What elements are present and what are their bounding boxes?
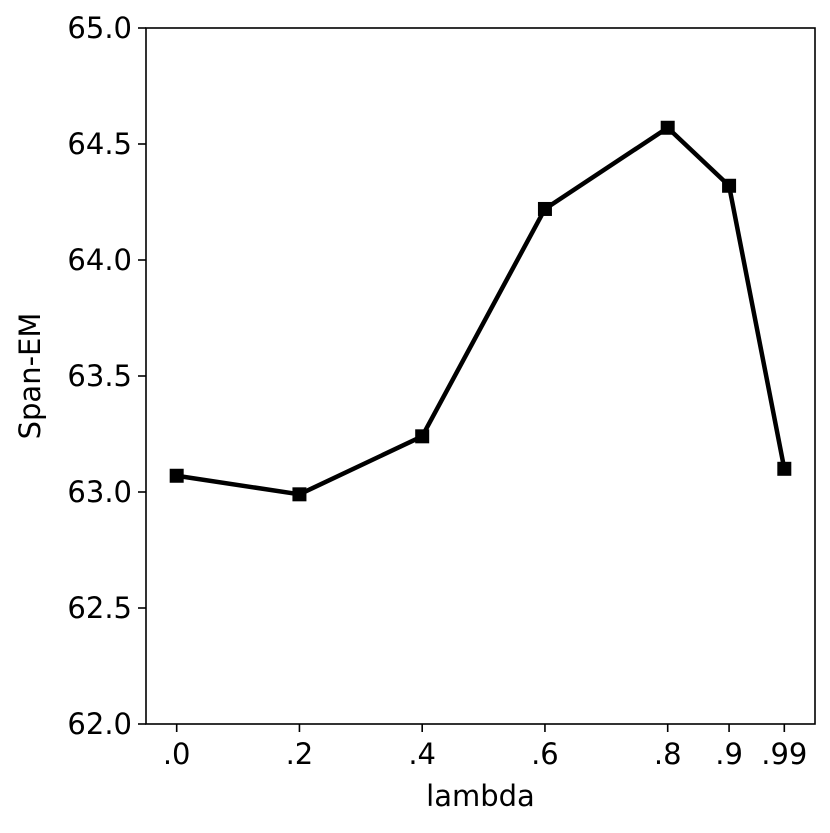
x-tick-label: .6 <box>531 737 559 771</box>
y-tick-label: 63.5 <box>67 359 132 393</box>
series-line <box>176 125 787 497</box>
series-layer <box>169 120 792 502</box>
data-point-marker <box>660 120 675 135</box>
data-point-marker <box>415 429 430 444</box>
data-point-marker <box>292 487 307 502</box>
y-tick-label: 64.5 <box>67 127 132 161</box>
x-tick-label: .4 <box>408 737 436 771</box>
x-axis-label: lambda <box>426 779 535 813</box>
y-tick-label: 62.0 <box>67 707 132 741</box>
y-tick-label: 63.0 <box>67 475 132 509</box>
data-point-marker <box>169 468 184 483</box>
y-tick-label: 62.5 <box>67 591 132 625</box>
x-tick-label: .2 <box>286 737 314 771</box>
y-tick-label: 65.0 <box>67 11 132 45</box>
x-tick-label: .9 <box>715 737 743 771</box>
plot-frame <box>145 27 816 725</box>
data-point-marker <box>777 461 792 476</box>
data-point-marker <box>537 201 552 216</box>
x-tick-label: .0 <box>163 737 191 771</box>
y-axis-label: Span-EM <box>13 313 47 440</box>
ticks-layer: 62.0 62.5 63.0 63.5 64.0 64.5 65.0 .0 .2 .4 .6 .8 .9… <box>67 11 807 771</box>
data-point-marker <box>722 178 737 193</box>
x-tick-label: .8 <box>654 737 682 771</box>
x-tick-label: .99 <box>761 737 807 771</box>
y-tick-label: 64.0 <box>67 243 132 277</box>
